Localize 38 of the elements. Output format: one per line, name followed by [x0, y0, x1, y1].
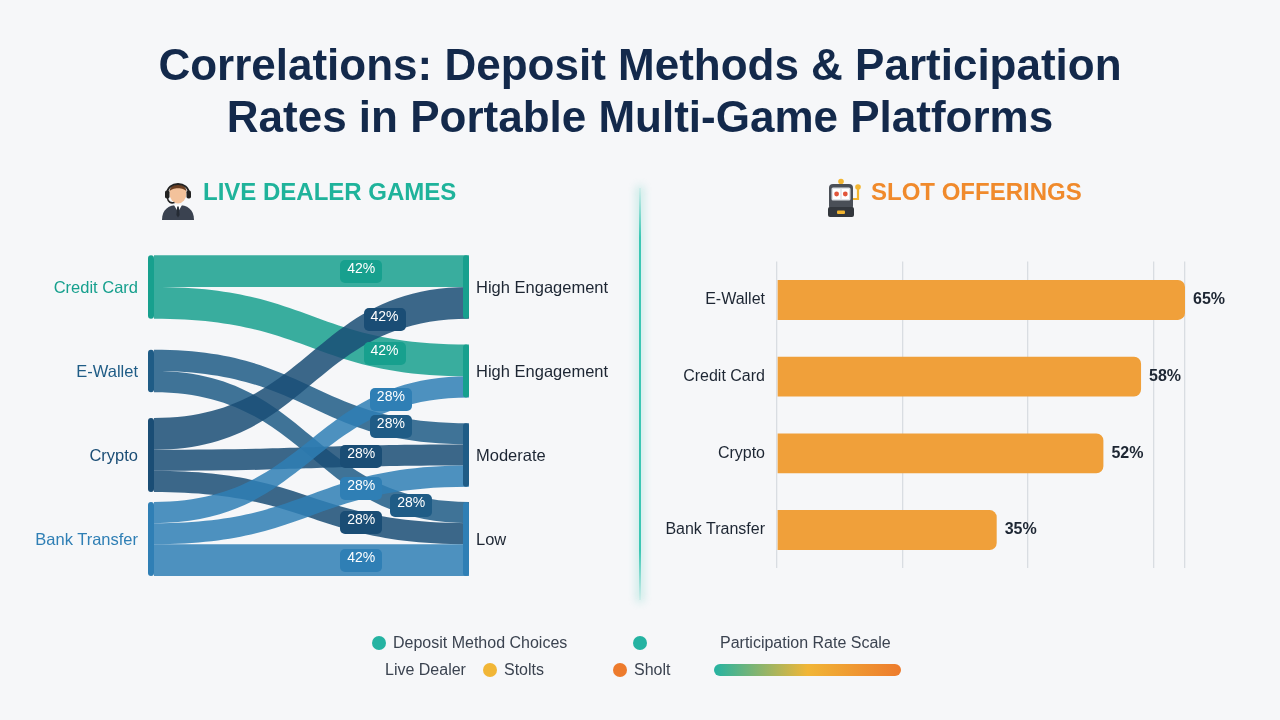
data-label: 65% — [1193, 290, 1226, 308]
bar — [777, 510, 997, 550]
category-label: High Engagement — [476, 277, 609, 297]
data-label: 42% — [363, 307, 406, 331]
text: Live Dealer — [385, 660, 466, 680]
text: Participation Rate Scale — [720, 633, 891, 653]
data-label: 28% — [340, 477, 383, 501]
data-label: 28% — [340, 444, 383, 468]
chart-title: SLOT OFFERINGS — [871, 178, 1082, 207]
y-tick-label: E-Wallet — [705, 290, 766, 308]
y-tick-label: Bank Transfer — [665, 520, 766, 538]
data-label: 42% — [363, 341, 406, 365]
y-tick-label: Credit Card — [683, 367, 765, 385]
data-label: 28% — [369, 414, 412, 438]
legend-label: Deposit Method Choices — [393, 633, 568, 653]
text: LIVE DEALER GAMES — [203, 178, 457, 207]
data-label: 42% — [340, 259, 383, 283]
text: Bank Transfer — [35, 529, 138, 549]
text: Credit Card — [53, 277, 138, 297]
text: Correlations: Deposit Methods & Participation Rates in Portable Multi-Game Platforms — [157, 39, 1123, 143]
bar — [777, 280, 1185, 320]
data-label: 52% — [1111, 443, 1144, 461]
category-label: High Engagement — [476, 361, 609, 381]
data-label: 28% — [340, 510, 383, 534]
data-label: 28% — [369, 388, 412, 412]
category-label: Moderate — [476, 445, 546, 465]
category-label: Low — [476, 529, 507, 549]
data-label: 42% — [340, 548, 383, 572]
bar — [777, 356, 1142, 397]
legend-label: Sholt — [634, 660, 671, 680]
data-label: 35% — [1004, 520, 1037, 538]
y-tick-label: Crypto — [717, 443, 766, 461]
text: E-Wallet — [76, 361, 138, 381]
legend-label: Stolts — [504, 660, 545, 680]
data-label: 28% — [390, 494, 433, 518]
text: Crypto — [89, 445, 138, 465]
bar — [777, 433, 1104, 474]
data-label: 58% — [1149, 367, 1182, 385]
